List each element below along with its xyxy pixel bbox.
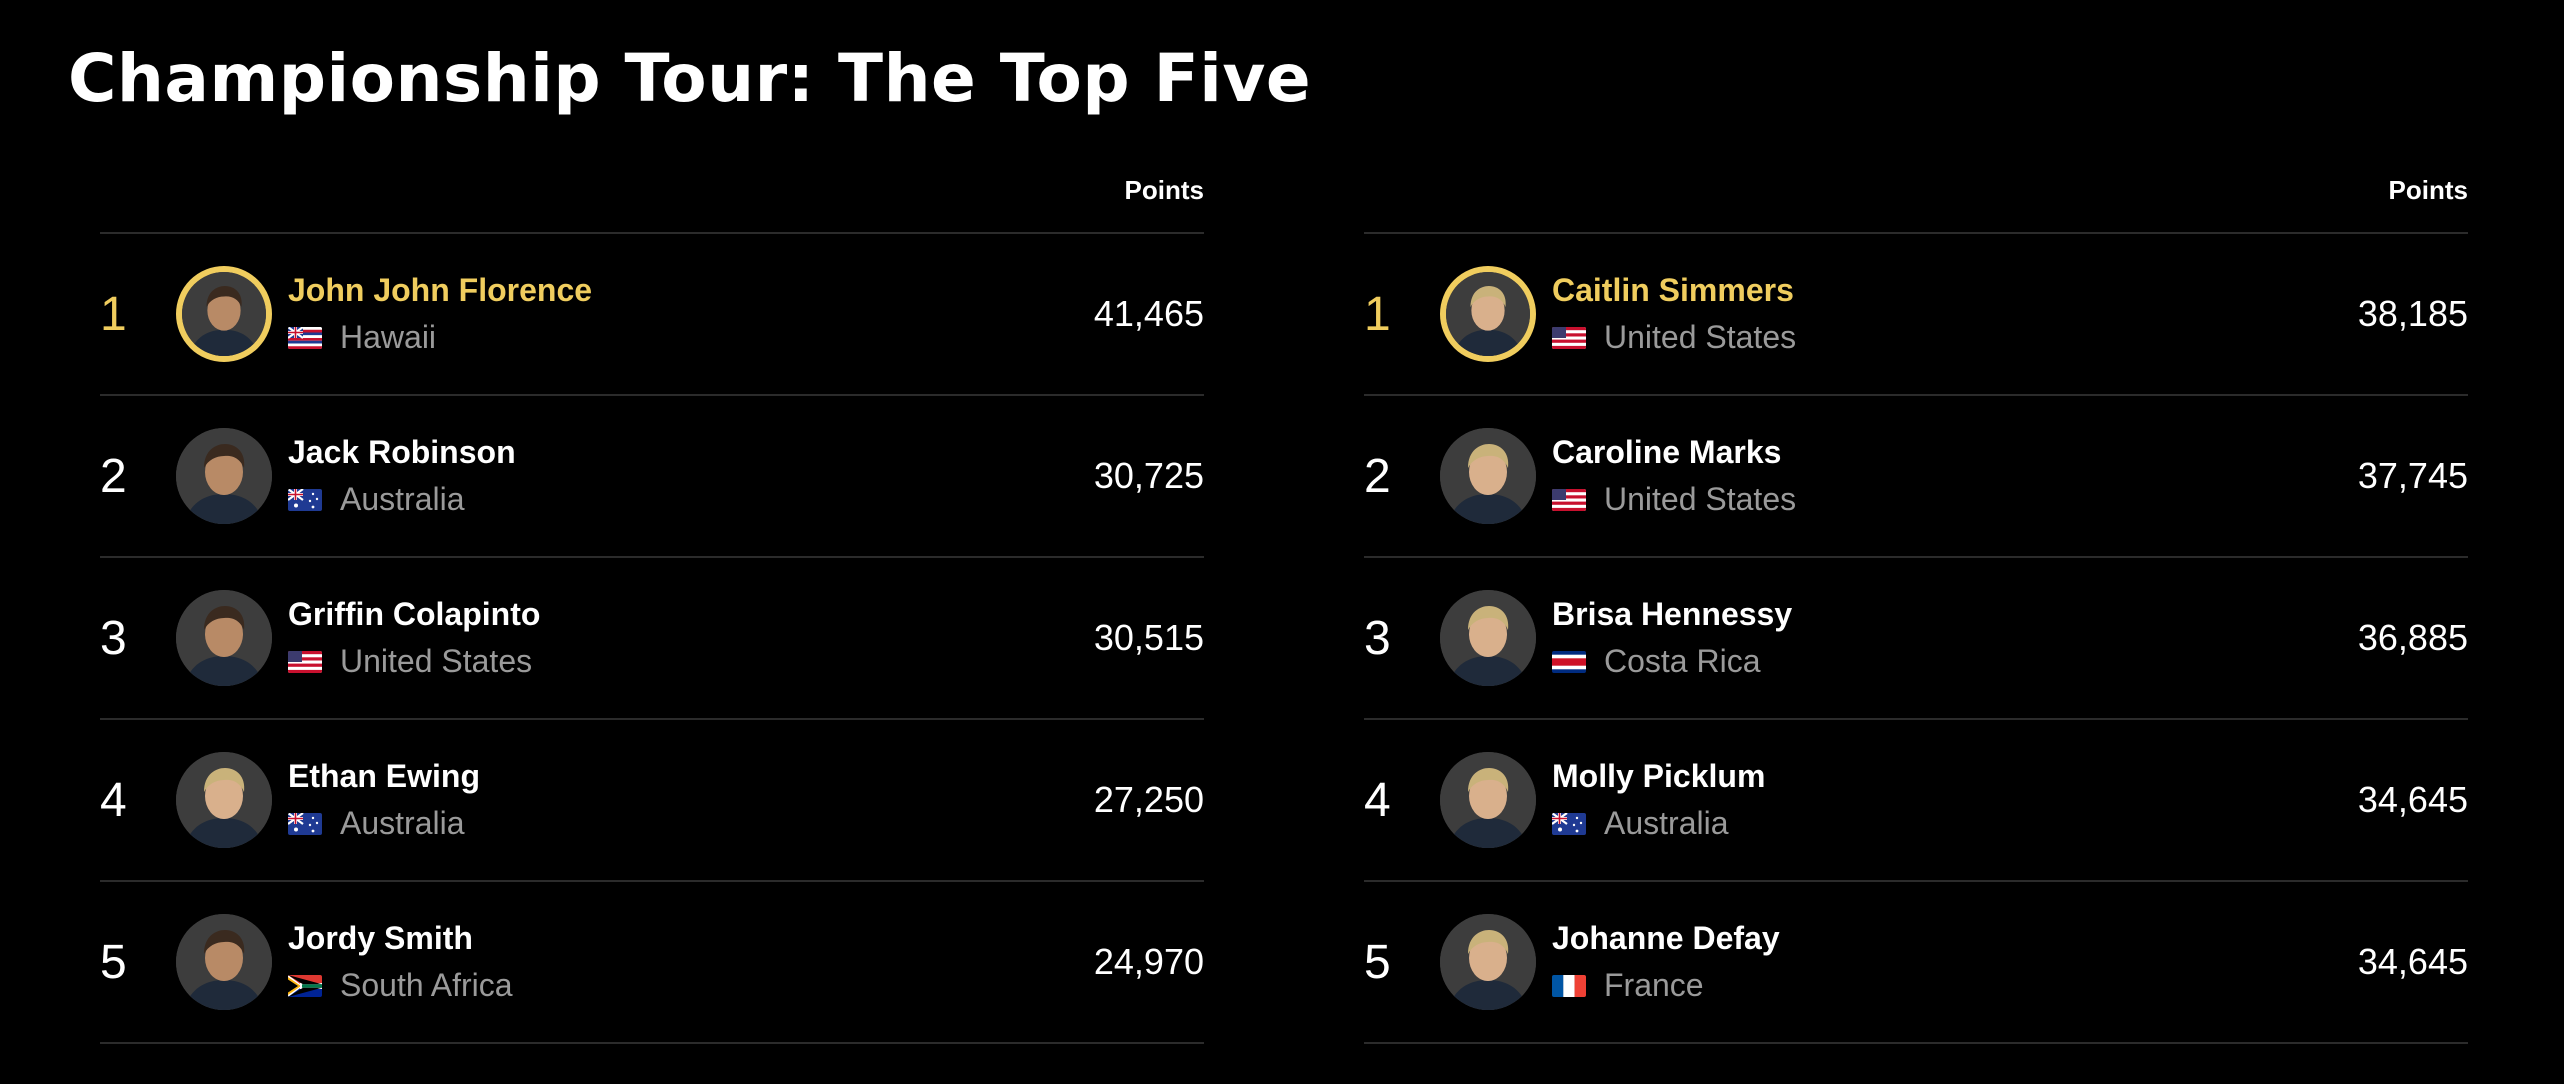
leaderboard-row[interactable]: 3 Griffin Colapinto United States 30,515 (100, 558, 1204, 720)
surfer-info: Johanne Defay France (1552, 920, 1780, 1004)
france-flag-icon (1552, 974, 1586, 997)
rank-number: 2 (100, 449, 127, 503)
south-africa-flag-icon (288, 974, 322, 997)
country-name: Australia (340, 481, 465, 517)
leaderboard-row[interactable]: 1 John John Florence Hawaii 41,465 (100, 234, 1204, 396)
points-value: 34,645 (2357, 779, 2468, 820)
country-name: United States (1604, 481, 1797, 517)
rank-number: 1 (100, 287, 127, 341)
australia-flag-icon (1552, 812, 1586, 835)
surfer-info: John John Florence Hawaii (288, 272, 592, 356)
surfer-name-link[interactable]: Brisa Hennessy (1552, 596, 1793, 632)
points-column-header: Points (2388, 174, 2468, 205)
country-name: Costa Rica (1604, 643, 1761, 679)
country-name: United States (340, 643, 533, 679)
surfer-info: Ethan Ewing Australia (288, 758, 480, 842)
leaderboard-row[interactable]: 5 Jordy Smith South Africa 24,970 (100, 882, 1204, 1044)
country-line: United States (288, 643, 540, 680)
surfer-avatar[interactable] (1440, 428, 1536, 524)
surfer-info: Caitlin Simmers United States (1552, 272, 1796, 356)
costa-rica-flag-icon (1552, 650, 1586, 673)
rank-number: 4 (100, 773, 127, 827)
rank-number: 3 (100, 611, 127, 665)
points-value: 34,645 (2357, 941, 2468, 982)
country-name: Australia (1604, 805, 1729, 841)
australia-flag-icon (288, 488, 322, 511)
leaderboard-row[interactable]: 1 Caitlin Simmers United States 38,185 (1364, 234, 2468, 396)
country-line: Costa Rica (1552, 643, 1792, 680)
surfer-avatar[interactable] (1440, 914, 1536, 1010)
surfer-avatar[interactable] (1440, 590, 1536, 686)
leaderboard-row[interactable]: 3 Brisa Hennessy Costa Rica 36,885 (1364, 558, 2468, 720)
leaderboard-row[interactable]: 4 Ethan Ewing Australia 27,250 (100, 720, 1204, 882)
rank-number: 2 (1364, 449, 1391, 503)
surfer-info: Jordy Smith South Africa (288, 920, 513, 1004)
surfer-name-link[interactable]: John John Florence (288, 272, 593, 308)
surfer-info: Jack Robinson Australia (288, 434, 516, 518)
surfer-avatar[interactable] (1440, 752, 1536, 848)
surfer-name-link[interactable]: Jack Robinson (288, 434, 516, 470)
country-name: South Africa (340, 967, 513, 1003)
points-column-header: Points (1124, 174, 1204, 205)
country-name: United States (1604, 319, 1797, 355)
australia-flag-icon (288, 812, 322, 835)
surfer-avatar[interactable] (176, 428, 272, 524)
surfer-name-link[interactable]: Caroline Marks (1552, 434, 1782, 470)
surfer-name-link[interactable]: Johanne Defay (1552, 920, 1780, 956)
points-value: 27,250 (1093, 779, 1204, 820)
usa-flag-icon (1552, 488, 1586, 511)
country-line: United States (1552, 319, 1796, 356)
rank-number: 1 (1364, 287, 1391, 341)
country-line: South Africa (288, 967, 513, 1004)
surfer-avatar[interactable] (176, 914, 272, 1010)
surfer-name-link[interactable]: Jordy Smith (288, 920, 473, 956)
points-value: 36,885 (2357, 617, 2468, 658)
leaderboard-row[interactable]: 2 Jack Robinson Australia 30,725 (100, 396, 1204, 558)
leaderboard-header: Points (100, 170, 1204, 234)
leaderboard-header: Points (1364, 170, 2468, 234)
points-value: 30,725 (1093, 455, 1204, 496)
rank-number: 4 (1364, 773, 1391, 827)
surfer-info: Brisa Hennessy Costa Rica (1552, 596, 1792, 680)
points-value: 24,970 (1093, 941, 1204, 982)
country-line: Australia (288, 481, 516, 518)
surfer-avatar[interactable] (176, 590, 272, 686)
men-leaderboard: Points 1 John John Florence Hawaii 41,465 2 J… (100, 170, 1204, 1044)
surfer-name-link[interactable]: Griffin Colapinto (288, 596, 541, 632)
surfer-info: Griffin Colapinto United States (288, 596, 540, 680)
surfer-name-link[interactable]: Molly Picklum (1552, 758, 1766, 794)
country-line: United States (1552, 481, 1796, 518)
surfer-info: Molly Picklum Australia (1552, 758, 1765, 842)
surfer-info: Caroline Marks United States (1552, 434, 1796, 518)
usa-flag-icon (288, 650, 322, 673)
women-leaderboard: Points 1 Caitlin Simmers United States 38,1… (1364, 170, 2468, 1044)
country-name: Hawaii (340, 319, 437, 355)
country-line: Australia (1552, 805, 1765, 842)
country-line: Hawaii (288, 319, 592, 356)
leaderboard-row[interactable]: 5 Johanne Defay France 34,645 (1364, 882, 2468, 1044)
country-name: Australia (340, 805, 465, 841)
country-line: Australia (288, 805, 480, 842)
hawaii-flag-icon (288, 326, 322, 349)
surfer-avatar[interactable] (1440, 266, 1536, 362)
points-value: 37,745 (2357, 455, 2468, 496)
points-value: 38,185 (2357, 293, 2468, 334)
rank-number: 5 (100, 935, 127, 989)
surfer-avatar[interactable] (176, 266, 272, 362)
points-value: 30,515 (1093, 617, 1204, 658)
leaderboard-row[interactable]: 2 Caroline Marks United States 37,745 (1364, 396, 2468, 558)
leaderboard-row[interactable]: 4 Molly Picklum Australia 34,645 (1364, 720, 2468, 882)
page-title: Championship Tour: The Top Five (68, 40, 1312, 117)
usa-flag-icon (1552, 326, 1586, 349)
surfer-avatar[interactable] (176, 752, 272, 848)
points-value: 41,465 (1093, 293, 1204, 334)
rank-number: 3 (1364, 611, 1391, 665)
surfer-name-link[interactable]: Caitlin Simmers (1552, 272, 1794, 308)
surfer-name-link[interactable]: Ethan Ewing (288, 758, 480, 794)
country-name: France (1604, 967, 1704, 1003)
country-line: France (1552, 967, 1780, 1004)
rank-number: 5 (1364, 935, 1391, 989)
